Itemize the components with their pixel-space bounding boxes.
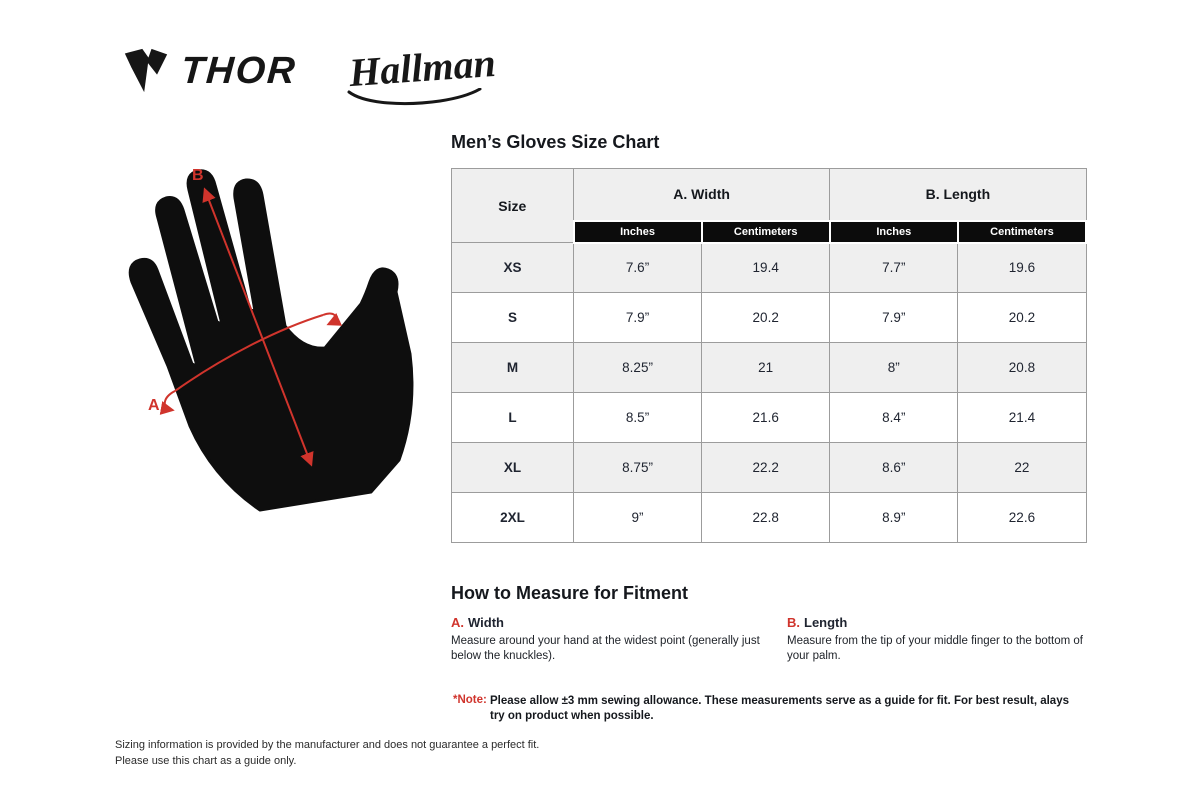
col-width-inches: Inches (572, 219, 703, 244)
label-a: A (148, 397, 160, 414)
table-row: XL 8.75” 22.2 8.6” 22 (451, 442, 1087, 493)
size-value: XL (451, 442, 574, 493)
length-cm: 21.4 (957, 392, 1087, 443)
length-in: 7.7” (829, 242, 959, 293)
thor-wordmark: THOR (179, 50, 299, 92)
how-to-measure-title: How to Measure for Fitment (451, 583, 689, 603)
col-length: B. Length (829, 168, 1087, 221)
length-in: 7.9” (829, 292, 959, 343)
length-cm: 22.6 (957, 492, 1087, 543)
col-length-inches: Inches (828, 219, 959, 244)
length-in: 8.4” (829, 392, 959, 443)
hallman-swash-icon (347, 88, 482, 106)
length-cm: 22 (957, 442, 1087, 493)
sewing-note: *Note: Please allow ±3 mm sewing allowan… (453, 694, 1087, 725)
hand-silhouette (128, 169, 414, 512)
length-cm: 20.8 (957, 342, 1087, 393)
measure-length-heading: B. Length (787, 615, 1087, 630)
col-width: A. Width (572, 168, 831, 221)
size-value: M (451, 342, 574, 393)
length-cm: 19.6 (957, 242, 1087, 293)
table-row: XS 7.6” 19.4 7.7” 19.6 (451, 242, 1087, 293)
width-in: 8.25” (572, 342, 703, 393)
footer-line-2: Please use this chart as a guide only. (115, 754, 297, 767)
glove-measurement-diagram: A B (128, 167, 414, 512)
col-size: Size (451, 168, 574, 243)
length-in: 8.6” (829, 442, 959, 493)
footer-line-1: Sizing information is provided by the ma… (115, 739, 540, 751)
width-in: 7.6” (572, 242, 703, 293)
size-chart-table: Size A. Width B. Length Inches Centimete… (451, 168, 1088, 543)
width-measure-arrow (174, 314, 324, 392)
col-length-centimeters: Centimeters (956, 219, 1088, 244)
width-cm: 20.2 (701, 292, 831, 343)
label-b: B (192, 167, 204, 184)
width-cm: 22.2 (701, 442, 831, 493)
width-in: 8.5” (572, 392, 703, 443)
width-cm: 19.4 (701, 242, 831, 293)
measure-length-block: B. Length Measure from the tip of your mi… (787, 615, 1087, 664)
measure-width-heading: A. Width (451, 615, 761, 630)
length-in: 8.9” (829, 492, 959, 543)
width-in: 9” (572, 492, 703, 543)
col-width-centimeters: Centimeters (700, 219, 831, 244)
table-row: 2XL 9” 22.8 8.9” 22.6 (451, 492, 1087, 543)
measure-width-block: A. Width Measure around your hand at the … (451, 615, 787, 664)
width-cm: 22.8 (701, 492, 831, 543)
width-arrow-right-hook (322, 312, 343, 326)
table-row: S 7.9” 20.2 7.9” 20.2 (451, 292, 1087, 343)
size-value: 2XL (451, 492, 574, 543)
table-header-row: Size A. Width B. Length (451, 168, 1087, 243)
measure-width-title: Width (468, 615, 504, 630)
table-subheader-row: Inches Centimeters Inches Centimeters (452, 219, 1088, 244)
measure-width-text: Measure around your hand at the widest p… (451, 635, 760, 663)
table-row: L 8.5” 21.6 8.4” 21.4 (451, 392, 1087, 443)
width-cm: 21 (701, 342, 831, 393)
note-text: Please allow ±3 mm sewing allowance. The… (490, 695, 1069, 723)
measure-length-text: Measure from the tip of your middle fing… (787, 635, 1083, 663)
length-in: 8” (829, 342, 959, 393)
size-value: L (451, 392, 574, 443)
hallman-logo: Hallman (345, 40, 497, 106)
measure-width-prefix: A. (451, 615, 464, 630)
measure-length-prefix: B. (787, 615, 800, 630)
thor-logo: THOR (123, 42, 299, 96)
thor-horns-icon (124, 48, 168, 93)
width-cm: 21.6 (701, 392, 831, 443)
page-title: Men’s Gloves Size Chart (451, 132, 660, 152)
footer-disclaimer: Sizing information is provided by the ma… (115, 738, 539, 770)
width-arrow-left-hook (159, 390, 176, 415)
length-cm: 20.2 (957, 292, 1087, 343)
table-row: M 8.25” 21 8” 20.8 (451, 342, 1087, 393)
width-in: 7.9” (572, 292, 703, 343)
size-value: XS (451, 242, 574, 293)
measure-length-title: Length (804, 615, 848, 630)
measure-instructions: A. Width Measure around your hand at the … (451, 615, 1087, 664)
note-label: *Note: (453, 694, 487, 706)
width-in: 8.75” (572, 442, 703, 493)
brand-logos: THOR Hallman (123, 40, 497, 106)
size-value: S (451, 292, 574, 343)
length-measure-arrow (202, 187, 314, 467)
